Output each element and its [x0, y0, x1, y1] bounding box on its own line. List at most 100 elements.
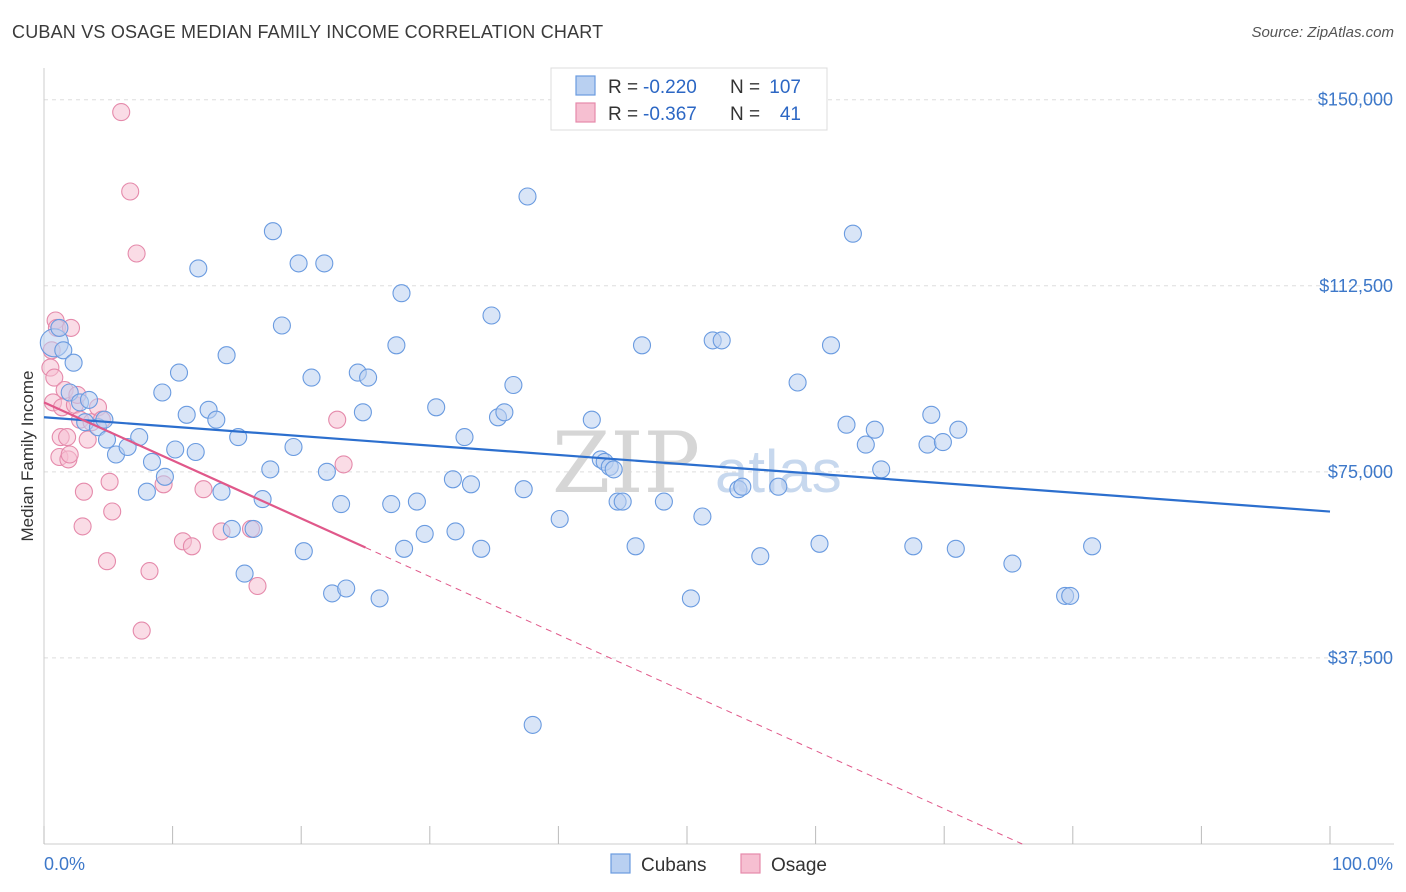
osage-bottom-swatch	[740, 853, 761, 874]
correlation-legend: R = -0.220 N = 107 R = -0.367 N = 41	[550, 67, 828, 131]
source-label: Source: ZipAtlas.com	[1251, 24, 1394, 41]
cubans-point	[302, 368, 321, 387]
cubans-point	[613, 492, 632, 511]
cubans-point	[166, 440, 185, 459]
legend-n-label-0: N =	[730, 77, 760, 98]
y-tick-label-3: $150,000	[1318, 90, 1393, 110]
cubans-point	[79, 390, 99, 409]
cubans-point	[949, 420, 968, 439]
cubans-point	[693, 507, 712, 526]
cubans-point	[137, 482, 156, 501]
osage-point	[73, 517, 92, 536]
cubans-point	[207, 410, 226, 429]
cubans-point	[446, 522, 465, 541]
cubans-point	[284, 437, 303, 457]
osage-point	[121, 182, 140, 201]
cubans-point	[359, 368, 378, 387]
cubans-point	[415, 524, 434, 543]
cubans-trend-line	[43, 416, 1331, 513]
osage-point	[112, 103, 131, 122]
osage-legend-label: Osage	[771, 855, 827, 876]
cubans-point	[843, 224, 862, 243]
cubans-point	[332, 495, 351, 514]
cubans-point	[50, 318, 69, 337]
cubans-point	[395, 539, 414, 558]
cubans-point	[370, 589, 389, 608]
cubans-point	[235, 564, 254, 583]
cubans-point	[769, 477, 788, 496]
cubans-point	[263, 222, 282, 241]
cubans-point	[482, 306, 501, 325]
osage-legend-swatch	[575, 102, 596, 123]
osage-point	[132, 621, 151, 640]
cubans-point	[504, 375, 523, 395]
cubans-point	[1083, 537, 1102, 556]
cubans-point	[904, 537, 923, 556]
cubans-point	[918, 435, 937, 454]
cubans-point	[177, 405, 196, 424]
cubans-point	[272, 316, 291, 335]
cubans-point	[337, 579, 356, 598]
cubans-point	[632, 336, 652, 355]
cubans-point	[733, 477, 752, 496]
cubans-point	[407, 492, 426, 511]
cubans-point	[514, 480, 533, 499]
osage-trend-line	[43, 401, 366, 549]
cubans-point	[604, 460, 623, 479]
cubans-point	[95, 410, 114, 429]
legend-n-value-0: 107	[769, 77, 801, 98]
cubans-point	[317, 462, 336, 481]
cubans-point	[933, 433, 952, 452]
legend-r-label-1: R =	[608, 104, 638, 125]
series-legend: Cubans Osage	[610, 853, 827, 876]
osage-point	[45, 368, 64, 387]
cubans-point	[186, 442, 205, 462]
osage-point	[78, 430, 97, 449]
osage-point	[74, 482, 93, 501]
x-max-label: 100.0%	[1332, 854, 1393, 874]
cubans-point	[382, 495, 401, 514]
cubans-point	[353, 403, 372, 422]
cubans-point	[582, 410, 601, 429]
cubans-point	[142, 452, 162, 471]
cubans-point	[810, 534, 829, 553]
cubans-point	[550, 509, 569, 529]
cubans-point	[856, 435, 875, 454]
cubans-point	[518, 187, 537, 206]
legend-r-value-1: -0.367	[643, 104, 697, 125]
osage-point	[58, 428, 77, 447]
cubans-point	[472, 539, 491, 558]
cubans-point	[153, 383, 172, 402]
cubans-point	[922, 405, 941, 424]
osage-point	[182, 537, 201, 556]
osage-point	[60, 445, 79, 464]
osage-point	[127, 244, 146, 263]
osage-point	[194, 480, 213, 499]
legend-r-value-0: -0.220	[643, 77, 697, 98]
cubans-point	[169, 363, 189, 382]
cubans-point	[261, 460, 280, 479]
cubans-point	[872, 460, 891, 479]
y-tick-labels: $37,500 $75,000 $112,500 $150,000	[1318, 90, 1393, 668]
cubans-point	[523, 715, 542, 734]
axes	[43, 68, 1394, 845]
y-tick-label-2: $112,500	[1319, 276, 1393, 296]
cubans-legend-label: Cubans	[641, 855, 707, 876]
cubans-point	[54, 341, 73, 360]
y-tick-label-1: $75,000	[1328, 462, 1393, 482]
cubans-point	[155, 467, 174, 486]
osage-point	[100, 472, 119, 491]
cubans-point	[392, 284, 411, 303]
legend-n-label-1: N =	[730, 104, 760, 125]
cubans-point	[461, 475, 481, 494]
cubans-point	[821, 336, 841, 355]
cubans-point	[1061, 586, 1080, 605]
osage-point	[328, 410, 347, 429]
cubans-point	[427, 398, 446, 417]
osage-point	[97, 552, 117, 571]
cubans-point	[946, 539, 965, 558]
cubans-point	[751, 547, 770, 566]
y-axis-label: Median Family Income	[18, 370, 37, 541]
cubans-point	[712, 331, 731, 350]
cubans-bottom-swatch	[610, 853, 631, 874]
